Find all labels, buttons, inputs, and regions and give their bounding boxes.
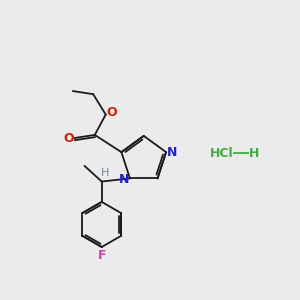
Text: O: O (64, 131, 74, 145)
Text: HCl: HCl (210, 147, 234, 160)
Text: H: H (101, 168, 109, 178)
Text: H: H (249, 147, 259, 160)
Text: N: N (167, 146, 178, 159)
Text: O: O (107, 106, 117, 119)
Text: N: N (119, 173, 130, 187)
Text: F: F (98, 249, 106, 262)
